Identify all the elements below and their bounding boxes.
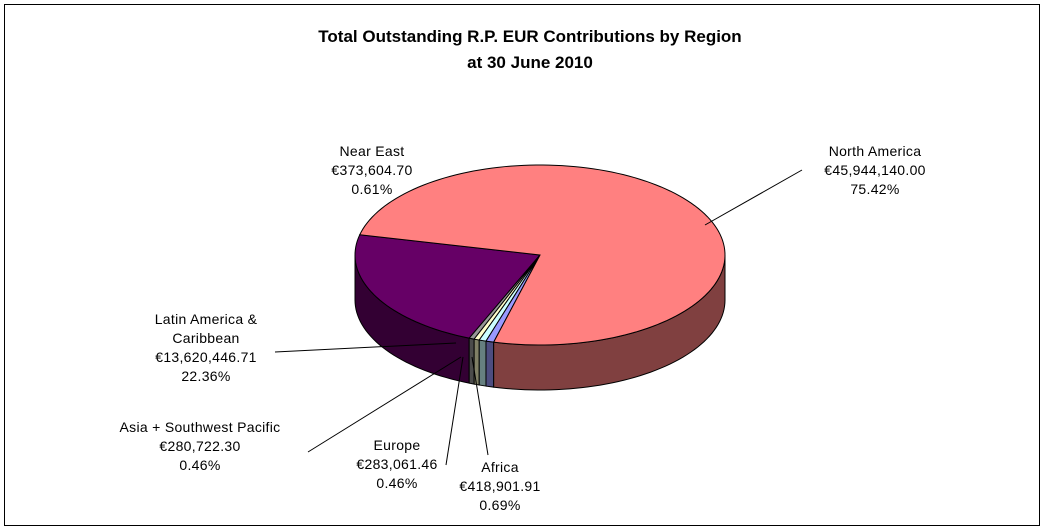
category-label: Latin America & Caribbean [154,311,258,346]
chart-title: Total Outstanding R.P. EUR Contributions… [318,27,741,46]
percentage-label: 0.61% [351,181,393,197]
category-label: Europe [373,437,421,453]
value-label: €280,722.30 [159,438,241,454]
category-label: North America [828,143,922,159]
chart-subtitle: at 30 June 2010 [467,53,593,72]
pie-tops [354,164,726,346]
percentage-label: 75.42% [850,181,900,197]
value-label: €13,620,446.71 [155,349,257,365]
percentage-label: 22.36% [181,368,231,384]
value-label: €373,604.70 [331,162,413,178]
value-label: €283,061.46 [356,456,438,472]
percentage-label: 0.46% [376,475,418,491]
leader-line [471,356,489,456]
data-label: Near East €373,604.70 0.61% [302,142,442,199]
pie-side [478,339,487,387]
category-label: Near East [339,143,405,159]
value-label: €45,944,140.00 [824,162,926,178]
percentage-label: 0.69% [479,497,521,513]
pie-slice [354,234,541,339]
pie-side [473,338,480,386]
leader-line [704,169,803,226]
value-label: €418,901.91 [459,478,541,494]
leader-line [307,356,462,453]
data-label: Latin America & Caribbean €13,620,446.71 2… [131,310,281,386]
data-label: Africa €418,901.91 0.69% [440,458,560,515]
data-label: North America €45,944,140.00 75.42% [795,142,955,199]
percentage-label: 0.46% [179,457,221,473]
pie-side [485,340,495,388]
data-label: Asia + Southwest Pacific €280,722.30 0.46% [80,418,320,475]
category-label: Asia + Southwest Pacific [119,419,281,435]
pie-side [468,337,475,385]
pie-slice [358,164,726,346]
category-label: Africa [481,459,519,475]
leader-line [274,342,457,353]
leader-line [445,356,464,466]
data-label: Europe €283,061.46 0.46% [337,436,457,493]
